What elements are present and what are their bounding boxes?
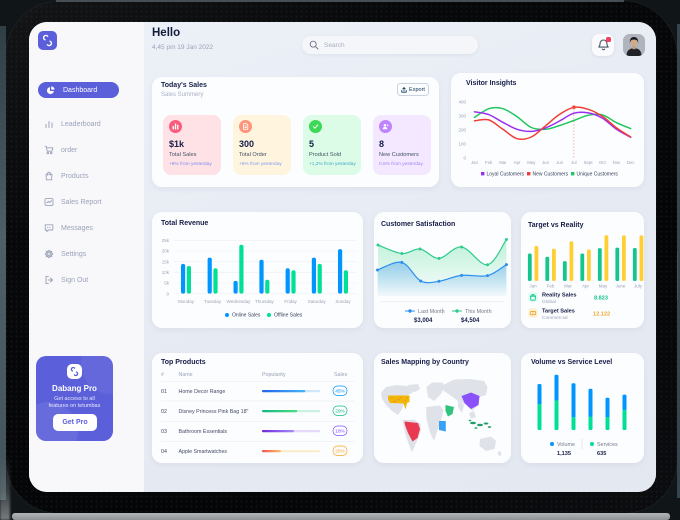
svg-text:Apple Smartwatches: Apple Smartwatches (179, 449, 228, 455)
svg-text:Last Month: Last Month (418, 309, 445, 315)
svg-text:Feb: Feb (485, 160, 493, 165)
svg-text:Oct: Oct (599, 160, 606, 165)
svg-text:Unique Customers: Unique Customers (577, 172, 619, 178)
svg-text:Feb: Feb (547, 284, 555, 289)
svg-text:Dec: Dec (627, 160, 635, 165)
svg-text:04: 04 (161, 449, 167, 455)
svg-text:Name: Name (179, 372, 193, 378)
svg-text:25k: 25k (162, 238, 170, 243)
svg-text:Nov: Nov (613, 160, 621, 165)
svg-text:Sept: Sept (584, 160, 594, 165)
svg-text:12.122: 12.122 (593, 312, 610, 318)
svg-text:This Month: This Month (465, 309, 492, 315)
svg-text:18%: 18% (335, 429, 345, 435)
svg-text:300: 300 (458, 114, 466, 119)
svg-text:29%: 29% (335, 409, 345, 415)
svg-text:200: 200 (458, 128, 466, 133)
svg-text:635: 635 (597, 451, 606, 457)
svg-text:10k: 10k (162, 270, 170, 275)
svg-text:15k: 15k (162, 259, 170, 264)
svg-text:Monday: Monday (178, 299, 195, 304)
svg-text:5k: 5k (164, 281, 170, 286)
svg-text:Home Decor Range: Home Decor Range (179, 389, 226, 395)
svg-text:Friday: Friday (284, 299, 297, 304)
svg-text:Wednesday: Wednesday (227, 299, 251, 304)
svg-text:400: 400 (458, 100, 466, 105)
svg-text:Jul: Jul (571, 160, 577, 165)
svg-text:01: 01 (161, 389, 167, 395)
svg-text:Sunday: Sunday (335, 299, 351, 304)
svg-text:Loyal Customers: Loyal Customers (487, 172, 525, 178)
svg-text:Disney Princess Pink Bag 18": Disney Princess Pink Bag 18" (179, 409, 249, 415)
svg-text:Bathroom Essentials: Bathroom Essentials (179, 429, 228, 435)
svg-text:July: July (634, 284, 643, 289)
svg-text:25%: 25% (335, 449, 345, 455)
svg-text:Global: Global (542, 299, 556, 305)
svg-text:Reality Sales: Reality Sales (542, 293, 577, 299)
svg-text:Jun: Jun (556, 160, 564, 165)
svg-text:8.823: 8.823 (594, 296, 608, 302)
svg-text:May: May (527, 160, 536, 165)
svg-text:Services: Services (597, 442, 618, 448)
svg-text:$4,504: $4,504 (461, 318, 480, 324)
svg-text:June: June (616, 284, 626, 289)
svg-text:Online Sales: Online Sales (232, 313, 261, 319)
svg-text:Saturday: Saturday (308, 299, 327, 304)
svg-text:0: 0 (166, 291, 169, 296)
svg-text:Apr: Apr (582, 284, 590, 289)
svg-text:Apr: Apr (514, 160, 521, 165)
svg-text:0: 0 (463, 156, 466, 161)
svg-text:New Customers: New Customers (533, 172, 569, 178)
svg-text:Popularity: Popularity (262, 372, 286, 378)
svg-text:$3,004: $3,004 (414, 318, 433, 324)
svg-text:Thursday: Thursday (255, 299, 275, 304)
svg-text:03: 03 (161, 429, 167, 435)
svg-text:Volume: Volume (557, 442, 575, 448)
svg-text:02: 02 (161, 409, 167, 415)
svg-text:Mar: Mar (499, 160, 507, 165)
svg-text:45%: 45% (335, 389, 345, 395)
svg-text:Offline Sales: Offline Sales (274, 313, 303, 319)
svg-text:Mar: Mar (564, 284, 572, 289)
svg-text:#: # (161, 372, 164, 378)
svg-text:Target Sales: Target Sales (542, 309, 575, 315)
svg-text:1,135: 1,135 (557, 451, 571, 457)
svg-text:Commercial: Commercial (542, 315, 568, 321)
svg-text:Jan: Jan (471, 160, 479, 165)
svg-text:Sales: Sales (334, 372, 348, 378)
svg-text:100: 100 (458, 142, 466, 147)
svg-text:Jan: Jan (529, 284, 537, 289)
svg-text:20k: 20k (162, 249, 170, 254)
svg-text:Jun: Jun (542, 160, 550, 165)
svg-text:Tuesday: Tuesday (204, 299, 222, 304)
svg-text:May: May (599, 284, 608, 289)
